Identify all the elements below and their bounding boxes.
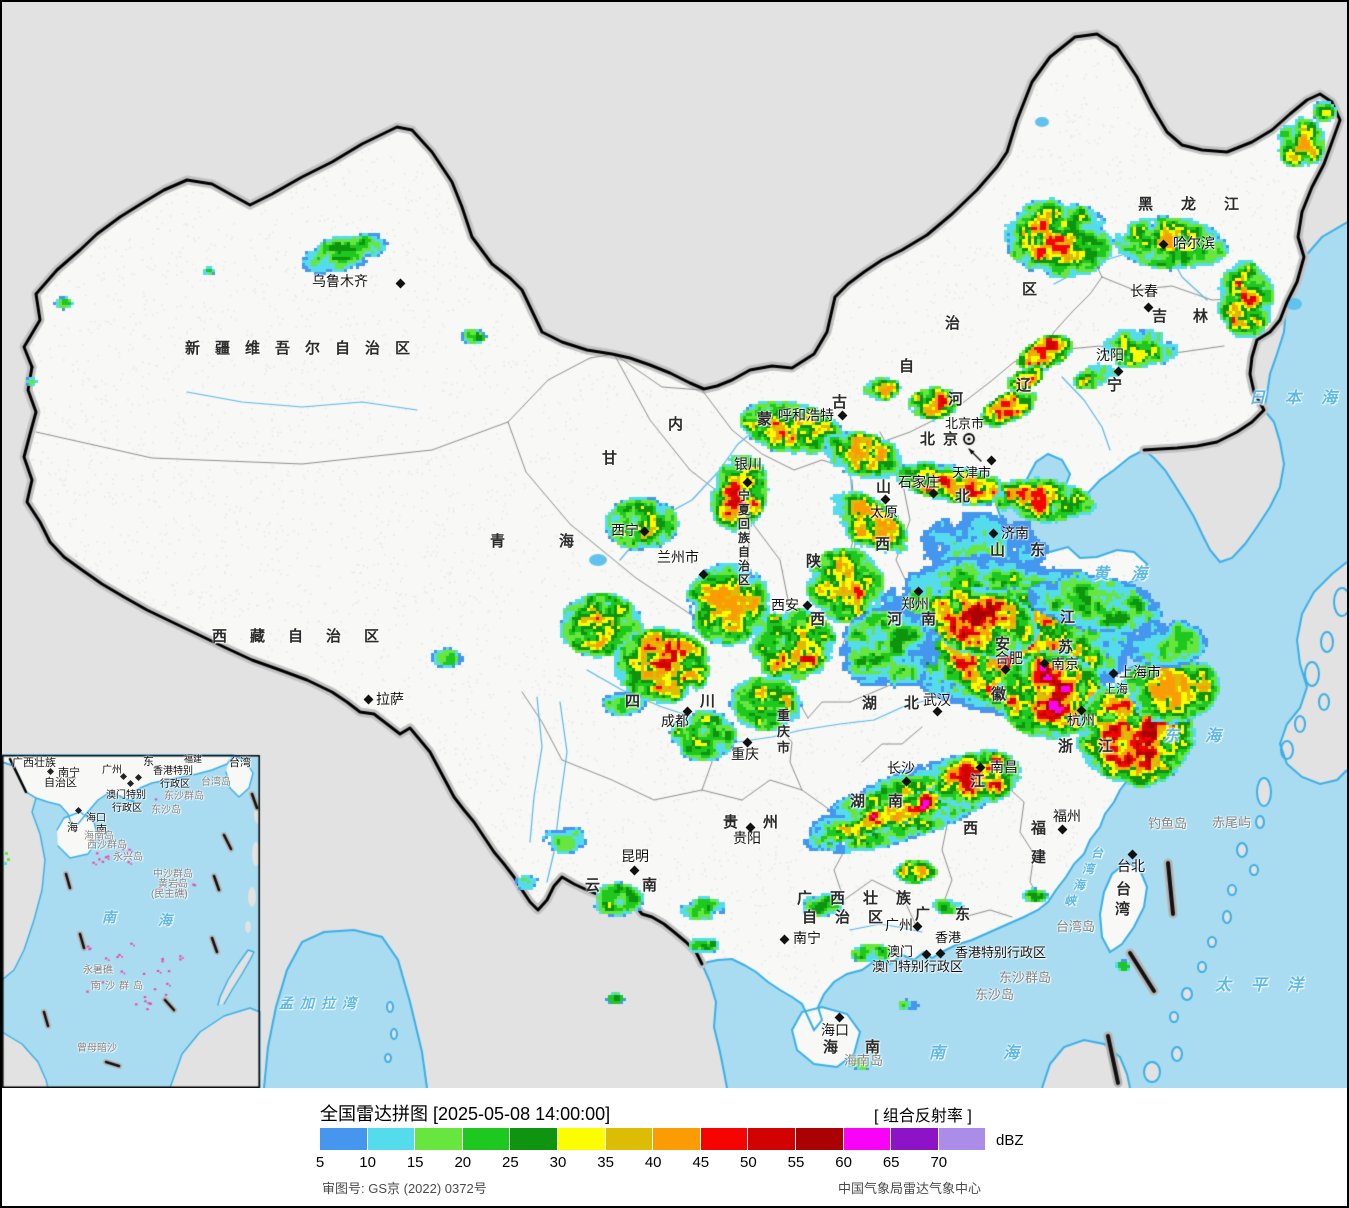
colorbar-tick: 30 xyxy=(549,1154,567,1171)
colorbar-tick: 40 xyxy=(644,1154,662,1171)
colorbar-cell-55 xyxy=(795,1128,844,1150)
colorbar-tick: 25 xyxy=(502,1154,519,1171)
colorbar-tick: 60 xyxy=(835,1154,852,1171)
colorbar-tick: 55 xyxy=(787,1154,805,1171)
colorbar-cell-70 xyxy=(938,1128,987,1150)
colorbar-tick: 70 xyxy=(930,1154,948,1171)
china-radar-map: 黑龙江 吉林 辽宁内蒙古自治区新疆维吾尔自治区 西藏自治区 青海甘宁夏回族自治区陕西山西… xyxy=(2,2,1347,1088)
colorbar-cell-45 xyxy=(700,1128,749,1150)
colorbar-cell-30 xyxy=(557,1128,606,1150)
colorbar-cell-10 xyxy=(367,1128,416,1150)
colorbar-cell-35 xyxy=(605,1128,654,1150)
product-label: [ 组合反射率 ] xyxy=(874,1108,972,1125)
map-title: 全国雷达拼图 [2025-05-08 14:00:00] xyxy=(320,1104,611,1124)
colorbar-cell-15 xyxy=(415,1128,463,1150)
colorbar-cell-40 xyxy=(653,1128,701,1150)
colorbar-cell-60 xyxy=(843,1128,892,1150)
colorbar-tick: 20 xyxy=(454,1154,472,1171)
colorbar-cell-25 xyxy=(510,1128,558,1150)
colorbar-tick: 35 xyxy=(597,1154,614,1171)
colorbar-cell-65 xyxy=(891,1128,939,1150)
dbz-colorbar xyxy=(320,1128,987,1150)
colorbar-tick: 45 xyxy=(692,1154,710,1171)
colorbar-tick: 10 xyxy=(359,1154,376,1171)
colorbar-tick: 5 xyxy=(315,1154,325,1171)
colorbar-cell-5 xyxy=(320,1128,368,1150)
map-license-number: 审图号: GS京 (2022) 0372号 xyxy=(322,1181,487,1196)
radar-map-canvas xyxy=(2,2,1347,1088)
colorbar-cell-50 xyxy=(748,1128,796,1150)
colorbar-cell-20 xyxy=(462,1128,511,1150)
dbz-unit-label: dBZ xyxy=(996,1132,1024,1149)
legend-panel: 全国雷达拼图 [2025-05-08 14:00:00] [ 组合反射率 ] d… xyxy=(2,1088,1347,1206)
credit-label: 中国气象局雷达气象中心 xyxy=(838,1181,982,1196)
colorbar-tick: 65 xyxy=(882,1154,900,1171)
colorbar-tick: 15 xyxy=(406,1154,424,1171)
colorbar-tick: 50 xyxy=(740,1154,757,1171)
